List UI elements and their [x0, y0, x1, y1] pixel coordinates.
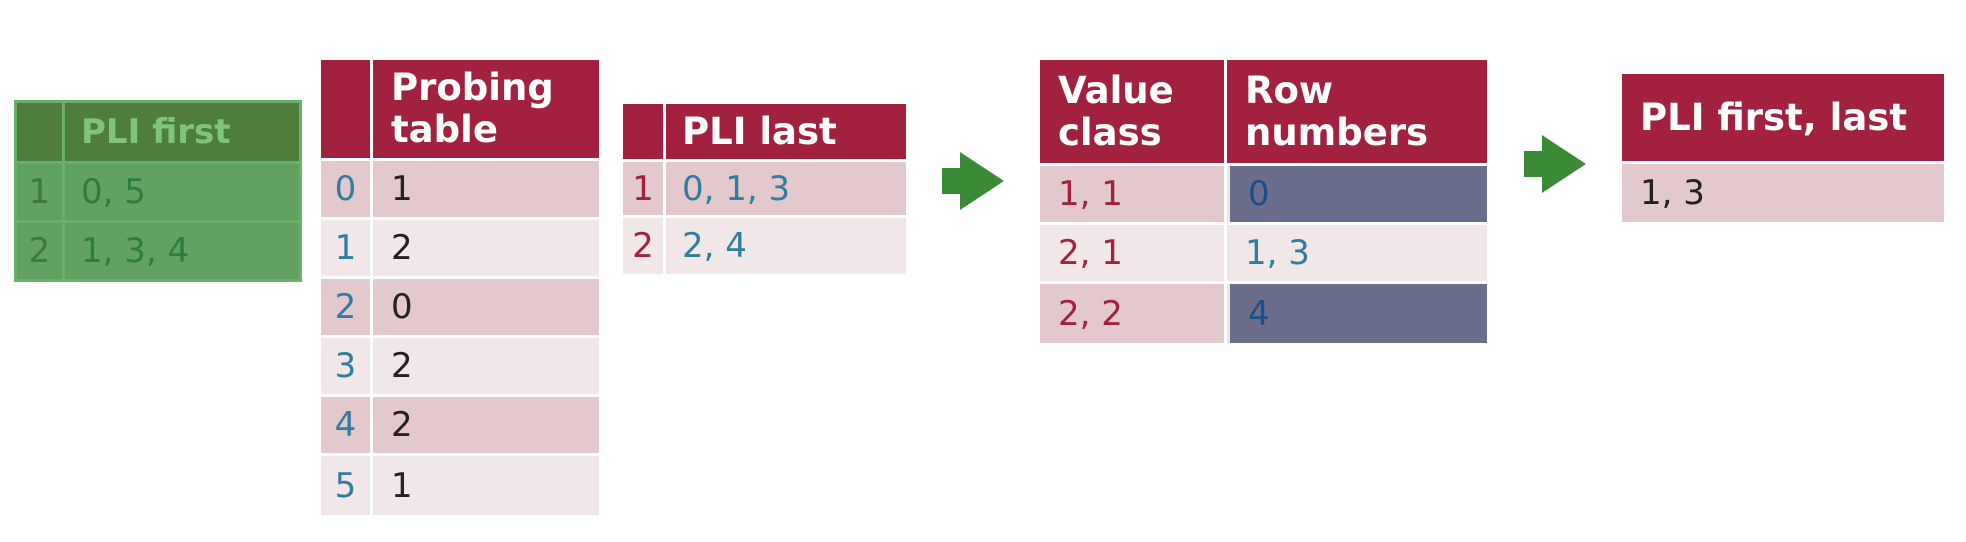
table-row: 2 1, 3, 4: [17, 220, 299, 279]
row-index: 3: [321, 338, 373, 397]
row-value: 0, 1, 3: [666, 162, 906, 218]
pli-last-table: PLI last 1 0, 1, 3 2 2, 4: [623, 104, 906, 274]
pli-first-header: PLI first: [65, 103, 299, 161]
table-row: 0 1: [321, 161, 599, 220]
row-value: 2: [373, 338, 599, 397]
row-index: 4: [321, 397, 373, 456]
row-numbers-header: Row numbers: [1227, 60, 1487, 166]
row-value: 1, 3, 4: [65, 220, 299, 279]
row-index: 1: [17, 161, 65, 220]
value-class-cell: 2, 2: [1040, 284, 1227, 343]
row-numbers-cell: 0: [1227, 166, 1487, 225]
pli-first-index-header: [17, 103, 65, 161]
pli-first-last-table: PLI first, last 1, 3: [1622, 74, 1944, 222]
table-row: 5 1: [321, 456, 599, 515]
pli-first-table: PLI first 1 0, 5 2 1, 3, 4: [14, 100, 302, 282]
row-value: 2: [373, 220, 599, 279]
pli-last-header: PLI last: [666, 104, 906, 162]
table-row: 2 0: [321, 279, 599, 338]
row-value: 0, 5: [65, 161, 299, 220]
row-value: 2, 4: [666, 218, 906, 274]
probing-index-header: [321, 60, 373, 161]
row-value: 1: [373, 161, 599, 220]
table-row: 3 2: [321, 338, 599, 397]
table-row: 1 2: [321, 220, 599, 279]
value-class-cell: 1, 1: [1040, 166, 1227, 225]
row-value: 1, 3: [1622, 164, 1944, 222]
pli-first-last-header: PLI first, last: [1622, 74, 1944, 164]
table-row: 2 2, 4: [623, 218, 906, 274]
row-value: 1: [373, 456, 599, 515]
table-row: 2, 1 1, 3: [1040, 225, 1487, 284]
value-class-header: Value class: [1040, 60, 1227, 166]
table-row: 1 0, 1, 3: [623, 162, 906, 218]
row-index: 1: [623, 162, 666, 218]
value-class-cell: 2, 1: [1040, 225, 1227, 284]
table-row: 1 0, 5: [17, 161, 299, 220]
row-index: 2: [623, 218, 666, 274]
probing-table-header: Probing table: [373, 60, 599, 161]
arrow-right-icon: [1524, 135, 1586, 193]
table-row: 2, 2 4: [1040, 284, 1487, 343]
row-index: 1: [321, 220, 373, 279]
row-value: 0: [373, 279, 599, 338]
table-row: 1, 3: [1622, 164, 1944, 222]
table-row: 1, 1 0: [1040, 166, 1487, 225]
row-numbers-cell: 1, 3: [1227, 225, 1487, 284]
row-index: 2: [17, 220, 65, 279]
row-index: 2: [321, 279, 373, 338]
table-row: 4 2: [321, 397, 599, 456]
row-numbers-cell: 4: [1227, 284, 1487, 343]
row-value: 2: [373, 397, 599, 456]
row-index: 0: [321, 161, 373, 220]
row-index: 5: [321, 456, 373, 515]
probing-table: Probing table 0 1 1 2 2 0 3 2 4 2 5 1: [321, 60, 599, 515]
value-class-table: Value class Row numbers 1, 1 0 2, 1 1, 3…: [1040, 60, 1487, 343]
arrow-right-icon: [942, 152, 1004, 210]
pli-last-index-header: [623, 104, 666, 162]
